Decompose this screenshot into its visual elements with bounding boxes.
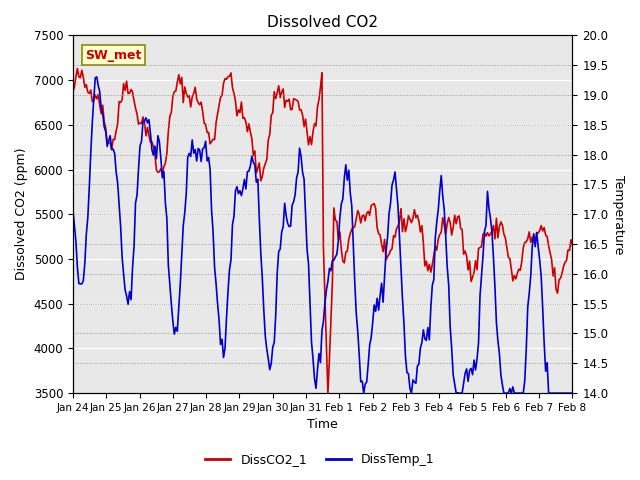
Title: Dissolved CO2: Dissolved CO2	[267, 15, 378, 30]
DissTemp_1	[69, 206, 77, 212]
DissTemp_1	[481, 228, 488, 234]
DissCO2_1	[74, 66, 81, 72]
DissTemp_1	[93, 74, 100, 80]
Legend: DissCO2_1, DissTemp_1: DissCO2_1, DissTemp_1	[200, 448, 440, 471]
DissCO2_1	[324, 390, 332, 396]
DissTemp_1	[569, 390, 577, 396]
Y-axis label: Temperature: Temperature	[612, 175, 625, 254]
X-axis label: Time: Time	[307, 419, 338, 432]
DissCO2_1	[181, 84, 189, 90]
DissCO2_1	[69, 89, 77, 95]
DissTemp_1	[360, 390, 367, 396]
DissTemp_1	[75, 281, 83, 287]
DissTemp_1	[181, 210, 189, 216]
DissTemp_1	[351, 279, 358, 285]
DissCO2_1	[481, 230, 488, 236]
DissCO2_1	[486, 231, 494, 237]
Y-axis label: Dissolved CO2 (ppm): Dissolved CO2 (ppm)	[15, 148, 28, 280]
Text: SW_met: SW_met	[85, 48, 142, 61]
DissCO2_1	[77, 75, 84, 81]
DissCO2_1	[220, 81, 227, 86]
DissCO2_1	[353, 216, 360, 221]
DissTemp_1	[220, 355, 227, 360]
DissTemp_1	[486, 216, 494, 221]
Line: DissTemp_1: DissTemp_1	[73, 77, 573, 393]
Line: DissCO2_1: DissCO2_1	[73, 69, 573, 393]
DissCO2_1	[569, 242, 577, 248]
